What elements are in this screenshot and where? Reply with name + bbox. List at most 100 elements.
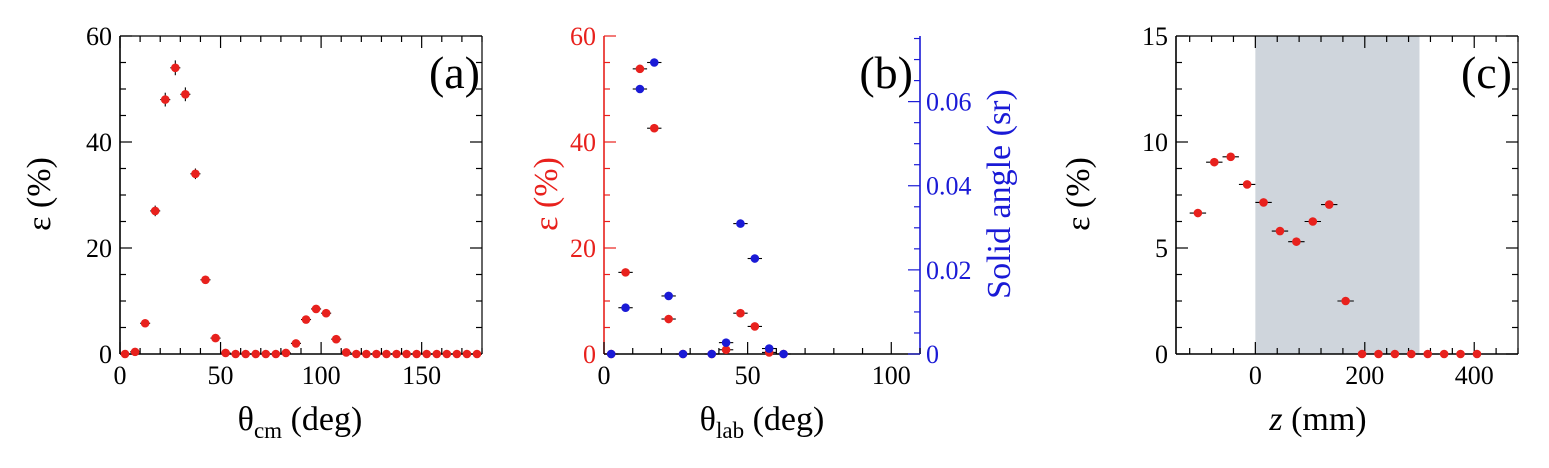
data-point [130,347,140,357]
data-point [1193,208,1203,218]
panel-a: 0 50 100 150 0 20 40 60 (a) ε (%) θcm (deg) [21,22,483,443]
data-point [1390,349,1400,359]
panel-label-b: (b) [859,47,913,98]
y-tick-label: 0 [583,340,596,369]
x-tick-label: 0 [1249,361,1262,390]
y-tick-label: 0 [1155,340,1168,369]
panel-c: 0 200 400 0 5 10 15 (c) ε (%) z (mm) [1060,22,1519,438]
y-tick-label: 15 [1142,22,1168,51]
y-tick-label: 20 [570,234,596,263]
x-axis-label-a: θcm (deg) [238,401,363,443]
data-point [462,349,472,359]
y-tick-label: 60 [570,22,596,51]
data-point [472,349,482,359]
data-point [664,291,673,301]
data-point [160,95,170,104]
data-point [120,349,130,359]
data-point [352,349,361,359]
data-point [442,349,452,359]
x-tick-label: 100 [302,361,341,390]
data-point [750,322,760,331]
data-point [372,349,381,359]
data-point [1324,200,1334,209]
data-point [1456,349,1465,359]
y-tick-label: 20 [86,234,112,263]
data-point [422,349,431,359]
data-point [1472,349,1482,359]
data-point [721,345,731,355]
data-point [241,349,250,359]
y-axis-label-c: ε (%) [1060,157,1097,231]
data-point [452,349,462,359]
data-point [1259,198,1268,207]
data-point [764,344,774,353]
data-point [635,84,645,94]
data-point [649,58,659,67]
data-point [150,206,160,216]
data-point [271,349,281,359]
shaded-region [1255,36,1420,354]
data-point [341,348,351,357]
x-axis-label-b-main: θ [700,401,716,438]
x-axis-label-a-main: θ [238,401,254,438]
data-point [1242,180,1252,189]
data-point [201,275,210,285]
data-point [211,333,220,343]
data-point [736,219,745,228]
data-point [678,349,688,359]
y-axis-label-a: ε (%) [21,157,58,231]
data-point [635,64,645,74]
x-axis-label-a-sub: cm [254,418,282,443]
y-tick-label: 40 [86,128,112,157]
data-point [1210,157,1219,167]
data-point [291,339,301,348]
data-point [382,349,391,359]
data-point [392,349,401,359]
data-point [362,349,371,359]
data-point [621,303,630,313]
data-point [1308,217,1318,226]
x-axis-label-a-unit: (deg) [282,401,362,438]
data-point [412,349,421,359]
data-point [664,314,673,324]
data-point [432,349,442,359]
data-point [231,349,240,359]
x-axis-label-b-unit: (deg) [744,401,824,438]
data-point [171,63,180,73]
data-point [221,348,230,358]
data-point [261,349,271,359]
data-point [649,123,659,133]
x-axis-label-c-unit: (mm) [1283,401,1367,438]
x-axis-label-b: θlab (deg) [700,401,825,443]
y2-axis-label-b: Solid angle (sr) [981,89,1018,299]
data-point [1423,349,1433,359]
data-point [1292,237,1301,246]
x-tick-label: 100 [872,361,911,390]
x-tick-label: 50 [208,361,234,390]
data-point [1406,349,1416,359]
x-tick-label: 400 [1455,361,1494,390]
x-tick-label: 150 [402,361,441,390]
data-point [181,90,190,99]
data-point [251,349,261,359]
x-tick-label: 200 [1345,361,1384,390]
data-point [1341,296,1350,306]
y2-tick-label: 0.06 [926,88,972,117]
y-tick-label: 10 [1142,128,1168,157]
data-point [140,318,150,328]
data-point [621,268,630,277]
data-point [779,349,788,359]
data-point [281,348,291,358]
data-point [736,308,745,318]
x-tick-label: 0 [114,361,127,390]
panel-b: 0 50 100 0 20 40 60 0 0.02 0.04 0.06 (b) ε (%) Sol… [528,22,1018,443]
y-tick-label: 40 [570,128,596,157]
y2-tick-label: 0.02 [926,256,972,285]
panel-label-c: (c) [1461,47,1512,98]
data-point [1439,349,1449,359]
data-point [301,315,311,324]
data-point [707,349,717,359]
data-point [1226,152,1236,162]
y2-tick-label: 0.04 [926,172,972,201]
